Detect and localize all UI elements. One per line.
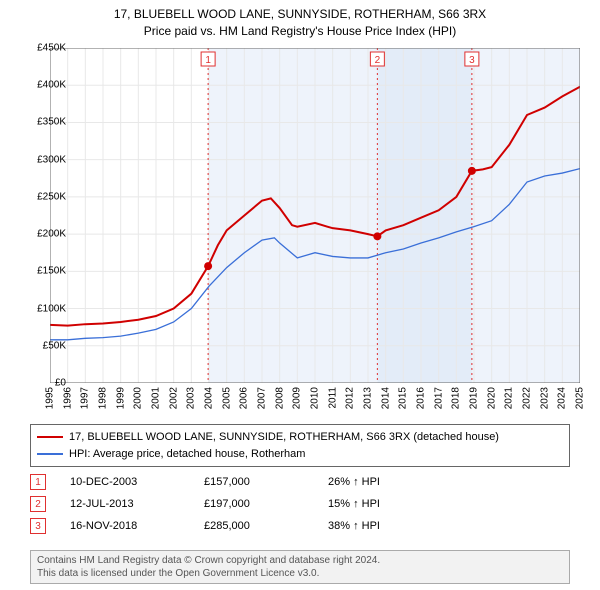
event-delta-3: 38% ↑ HPI bbox=[328, 520, 448, 532]
title-block: 17, BLUEBELL WOOD LANE, SUNNYSIDE, ROTHE… bbox=[0, 0, 600, 40]
x-tick-label: 2013 bbox=[363, 387, 374, 409]
y-tick-label: £200K bbox=[22, 229, 66, 240]
event-marker-3: 3 bbox=[30, 518, 46, 534]
x-tick-label: 2019 bbox=[469, 387, 480, 409]
x-tick-label: 2003 bbox=[186, 387, 197, 409]
legend-label-property: 17, BLUEBELL WOOD LANE, SUNNYSIDE, ROTHE… bbox=[69, 429, 499, 446]
legend-label-hpi: HPI: Average price, detached house, Roth… bbox=[69, 446, 305, 463]
legend-item-hpi: HPI: Average price, detached house, Roth… bbox=[37, 446, 563, 463]
event-delta-1: 26% ↑ HPI bbox=[328, 476, 448, 488]
x-tick-label: 2025 bbox=[575, 387, 586, 409]
x-tick-label: 1996 bbox=[62, 387, 73, 409]
footer-line-1: Contains HM Land Registry data © Crown c… bbox=[37, 554, 563, 567]
x-tick-label: 2009 bbox=[292, 387, 303, 409]
chart-svg: 1 2 3 bbox=[50, 48, 580, 383]
x-tick-label: 2008 bbox=[274, 387, 285, 409]
x-tick-label: 2022 bbox=[522, 387, 533, 409]
x-tick-label: 2005 bbox=[221, 387, 232, 409]
event-marker-2: 2 bbox=[30, 496, 46, 512]
x-tick-label: 2011 bbox=[327, 387, 338, 409]
event-price-3: £285,000 bbox=[204, 520, 304, 532]
y-tick-label: £350K bbox=[22, 117, 66, 128]
x-tick-label: 2006 bbox=[239, 387, 250, 409]
title-line-1: 17, BLUEBELL WOOD LANE, SUNNYSIDE, ROTHE… bbox=[0, 6, 600, 23]
footer-line-2: This data is licensed under the Open Gov… bbox=[37, 567, 563, 580]
x-tick-label: 2020 bbox=[486, 387, 497, 409]
event-price-2: £197,000 bbox=[204, 498, 304, 510]
x-tick-label: 2016 bbox=[416, 387, 427, 409]
events-table: 1 10-DEC-2003 £157,000 26% ↑ HPI 2 12-JU… bbox=[30, 468, 570, 540]
event-row-3: 3 16-NOV-2018 £285,000 38% ↑ HPI bbox=[30, 518, 570, 534]
x-tick-label: 2015 bbox=[398, 387, 409, 409]
x-tick-label: 2023 bbox=[539, 387, 550, 409]
svg-text:2: 2 bbox=[375, 55, 381, 66]
y-tick-label: £50K bbox=[22, 340, 66, 351]
event-date-2: 12-JUL-2013 bbox=[70, 498, 180, 510]
x-tick-label: 2000 bbox=[133, 387, 144, 409]
x-tick-label: 2018 bbox=[451, 387, 462, 409]
y-tick-label: £450K bbox=[22, 43, 66, 54]
x-tick-label: 1997 bbox=[80, 387, 91, 409]
x-tick-label: 1999 bbox=[115, 387, 126, 409]
x-tick-label: 2021 bbox=[504, 387, 515, 409]
x-tick-label: 2012 bbox=[345, 387, 356, 409]
legend-item-property: 17, BLUEBELL WOOD LANE, SUNNYSIDE, ROTHE… bbox=[37, 429, 563, 446]
x-tick-label: 2017 bbox=[433, 387, 444, 409]
svg-text:1: 1 bbox=[205, 55, 211, 66]
event-date-3: 16-NOV-2018 bbox=[70, 520, 180, 532]
x-tick-label: 2024 bbox=[557, 387, 568, 409]
event-row-2: 2 12-JUL-2013 £197,000 15% ↑ HPI bbox=[30, 496, 570, 512]
x-tick-label: 2007 bbox=[257, 387, 268, 409]
x-tick-label: 1995 bbox=[45, 387, 56, 409]
y-tick-label: £100K bbox=[22, 303, 66, 314]
event-delta-2: 15% ↑ HPI bbox=[328, 498, 448, 510]
legend-swatch-hpi bbox=[37, 453, 63, 455]
y-tick-label: £250K bbox=[22, 191, 66, 202]
y-tick-label: £400K bbox=[22, 80, 66, 91]
y-tick-label: £300K bbox=[22, 154, 66, 165]
x-tick-label: 2004 bbox=[204, 387, 215, 409]
legend-swatch-property bbox=[37, 436, 63, 438]
svg-text:3: 3 bbox=[469, 55, 475, 66]
title-line-2: Price paid vs. HM Land Registry's House … bbox=[0, 23, 600, 40]
chart-area: 1 2 3 bbox=[50, 48, 580, 383]
legend: 17, BLUEBELL WOOD LANE, SUNNYSIDE, ROTHE… bbox=[30, 424, 570, 467]
x-tick-label: 2002 bbox=[168, 387, 179, 409]
attribution-footer: Contains HM Land Registry data © Crown c… bbox=[30, 550, 570, 584]
event-row-1: 1 10-DEC-2003 £157,000 26% ↑ HPI bbox=[30, 474, 570, 490]
event-marker-1: 1 bbox=[30, 474, 46, 490]
chart-container: 17, BLUEBELL WOOD LANE, SUNNYSIDE, ROTHE… bbox=[0, 0, 600, 590]
x-tick-label: 1998 bbox=[98, 387, 109, 409]
x-tick-label: 2014 bbox=[380, 387, 391, 409]
x-tick-label: 2010 bbox=[310, 387, 321, 409]
event-date-1: 10-DEC-2003 bbox=[70, 476, 180, 488]
event-price-1: £157,000 bbox=[204, 476, 304, 488]
y-tick-label: £150K bbox=[22, 266, 66, 277]
x-tick-label: 2001 bbox=[151, 387, 162, 409]
